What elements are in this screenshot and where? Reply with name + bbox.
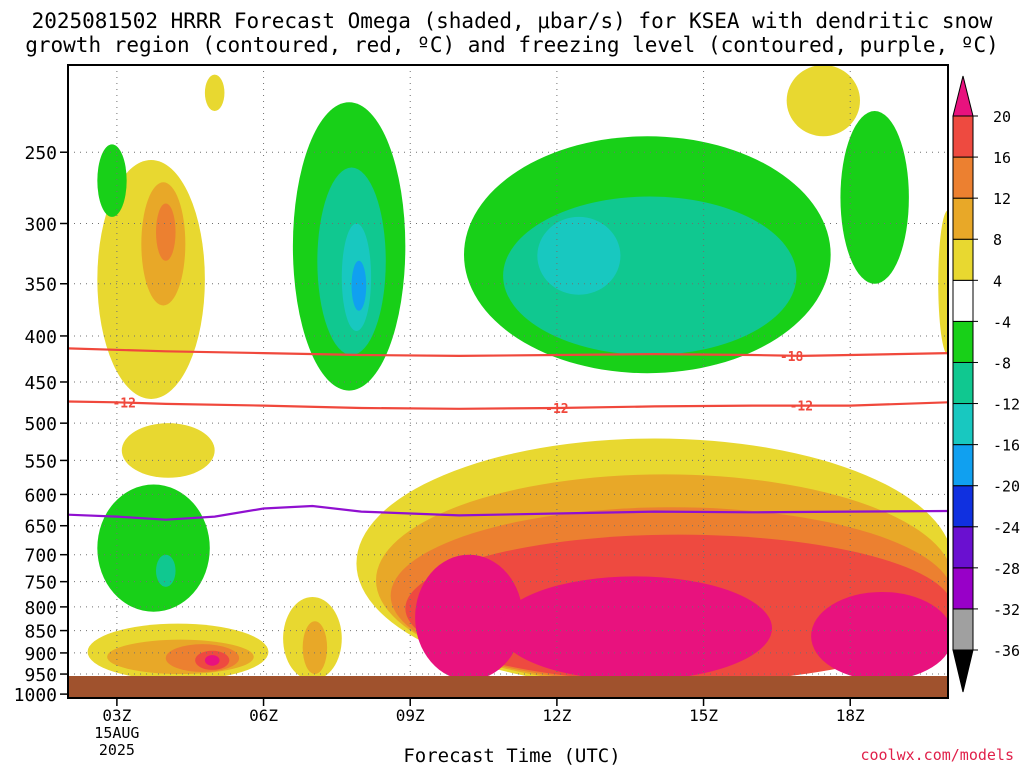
- contour-line--12: [68, 400, 948, 410]
- colorbar: -36 -32 -28 -24 -20 -16 -12 -8 -4 4 8 12 16 20: [952, 75, 1020, 693]
- site-credit[interactable]: coolwx.com/models: [860, 746, 1014, 764]
- colorbar-label: -24: [993, 519, 1020, 537]
- colorbar-segment: [952, 238, 974, 281]
- colorbar-segment: [952, 279, 974, 322]
- x-axis-label: Forecast Time (UTC): [403, 745, 621, 767]
- omega-region-p12: [156, 203, 176, 261]
- colorbar-label: -36: [993, 642, 1020, 660]
- colorbar-label: -32: [993, 601, 1020, 619]
- omega-region-p20: [415, 554, 523, 681]
- y-tick-label: 300: [24, 214, 57, 235]
- colorbar-segment: [952, 361, 974, 405]
- x-tick-sublabel: 2025: [99, 741, 135, 759]
- colorbar-label: 16: [993, 149, 1011, 167]
- y-tick-label: 800: [24, 598, 57, 619]
- colorbar-label: 12: [993, 190, 1011, 208]
- colorbar-label: 20: [993, 108, 1011, 126]
- y-axis-ticks: 2503003504004505005506006507007508008509…: [14, 143, 68, 706]
- colorbar-segment: [952, 444, 974, 487]
- contour-label: -12: [112, 396, 135, 411]
- contour-label: -12: [790, 400, 813, 415]
- colorbar-segment: [952, 197, 974, 240]
- omega-region-m8: [156, 554, 176, 587]
- x-tick-label: 09Z: [396, 706, 425, 725]
- contour-label: -18: [780, 350, 804, 365]
- y-tick-label: 850: [24, 622, 57, 643]
- contour-lines: -18 -12 -12 -12: [68, 347, 948, 521]
- colorbar-label: 8: [993, 231, 1002, 249]
- colorbar-segment: [952, 403, 974, 446]
- y-tick-label: 950: [24, 665, 57, 686]
- omega-region-p4: [204, 74, 225, 112]
- y-tick-label: 900: [24, 644, 57, 665]
- chart-title-line-1: 2025081502 HRRR Forecast Omega (shaded, …: [31, 9, 993, 33]
- x-tick-sublabel: 15AUG: [94, 724, 139, 742]
- y-tick-label: 650: [24, 517, 57, 538]
- colorbar-segment: [952, 115, 974, 158]
- omega-region-p4: [786, 65, 860, 137]
- colorbar-segment: [952, 567, 974, 610]
- y-tick-label: 1000: [14, 685, 57, 706]
- y-tick-label: 550: [24, 451, 57, 472]
- omega-region-m16: [351, 260, 367, 311]
- y-tick-label: 700: [24, 546, 57, 567]
- colorbar-label: -28: [993, 560, 1020, 578]
- colorbar-segment: [952, 156, 974, 199]
- x-tick-label: 12Z: [542, 706, 571, 725]
- colorbar-segment: [952, 485, 974, 528]
- terrain-ground: [68, 676, 948, 698]
- omega-region-p20: [811, 591, 948, 681]
- colorbar-label: 4: [993, 272, 1002, 290]
- x-tick-label: 15Z: [689, 706, 718, 725]
- omega-region-m4: [97, 484, 210, 612]
- omega-region-m12: [537, 216, 621, 295]
- y-tick-label: 600: [24, 485, 57, 506]
- y-tick-label: 450: [24, 373, 57, 394]
- omega-region-m4: [840, 111, 909, 284]
- y-tick-label: 250: [24, 143, 57, 164]
- omega-region-p20: [204, 655, 220, 666]
- colorbar-label: -20: [993, 478, 1020, 496]
- y-tick-label: 350: [24, 275, 57, 296]
- colorbar-label: -12: [993, 396, 1020, 414]
- omega-region-m4: [97, 144, 127, 217]
- omega-region-p8: [302, 621, 328, 675]
- contour-label: -12: [545, 402, 568, 417]
- omega-region-p20: [498, 576, 772, 681]
- x-tick-label: 06Z: [249, 706, 278, 725]
- y-tick-label: 750: [24, 573, 57, 594]
- colorbar-segment: [952, 526, 974, 569]
- colorbar-segment: [952, 320, 974, 363]
- x-tick-label: 03Z: [102, 706, 131, 725]
- colorbar-label: -16: [993, 437, 1020, 455]
- y-tick-label: 500: [24, 414, 57, 435]
- colorbar-segment: [952, 608, 974, 651]
- y-tick-label: 400: [24, 327, 57, 348]
- omega-shading: [87, 65, 948, 689]
- contour-line--18: [68, 347, 948, 358]
- chart-title-line-2: growth region (contoured, red, ºC) and f…: [25, 33, 999, 57]
- contour-line-freezing-level: [68, 504, 948, 521]
- colorbar-max-triangle: [952, 75, 974, 117]
- omega-region-p4: [938, 210, 948, 355]
- colorbar-min-triangle: [952, 649, 974, 693]
- omega-region-p4: [121, 423, 215, 478]
- x-tick-label: 18Z: [836, 706, 865, 725]
- colorbar-label: -8: [993, 354, 1011, 372]
- colorbar-label: -4: [993, 313, 1011, 331]
